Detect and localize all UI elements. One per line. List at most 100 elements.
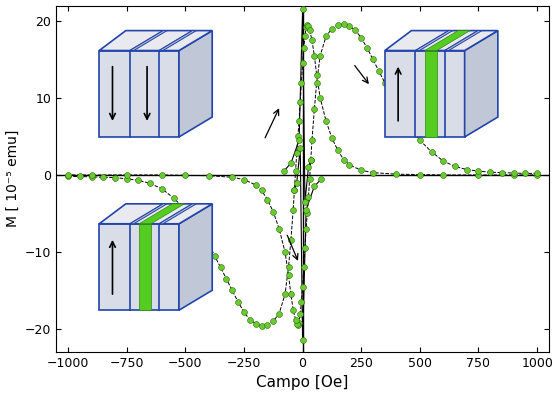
Point (290, 187, 299, 194)
Point (240, 309, 249, 315)
Point (303, 22, 312, 28)
Point (297, 79, 306, 86)
Point (245, 316, 254, 323)
Point (509, 172, 518, 178)
Point (307, 137, 316, 143)
Point (301, 33, 310, 40)
Point (210, 253, 219, 259)
Point (122, 172, 131, 178)
Point (181, 172, 190, 179)
Point (110, 175, 119, 181)
Point (296, 310, 305, 317)
Point (305, 27, 314, 33)
Point (295, 137, 304, 143)
Point (312, 79, 321, 86)
Point (286, 291, 295, 297)
Point (284, 272, 293, 278)
Point (416, 137, 424, 143)
Point (291, 316, 300, 323)
Point (380, 79, 389, 86)
Point (298, 284, 307, 290)
Point (274, 310, 283, 317)
Point (533, 172, 542, 178)
Point (292, 320, 301, 327)
Point (302, 226, 311, 232)
X-axis label: Campo [Oe]: Campo [Oe] (256, 375, 349, 390)
Point (307, 37, 316, 44)
Point (263, 196, 272, 203)
Point (392, 103, 401, 109)
Point (99, 174, 108, 181)
Point (87, 172, 96, 178)
Point (257, 187, 266, 194)
Point (386, 91, 395, 97)
Point (204, 241, 213, 248)
Point (374, 68, 383, 74)
Point (157, 172, 166, 178)
Point (357, 35, 366, 41)
Point (298, 6, 307, 13)
Point (317, 175, 326, 182)
Point (281, 291, 290, 297)
Point (64, 173, 73, 180)
Point (451, 163, 460, 169)
Point (299, 45, 308, 51)
Point (328, 135, 337, 141)
Point (204, 173, 213, 179)
Point (368, 169, 377, 176)
Point (297, 299, 306, 305)
Point (281, 249, 290, 255)
Point (328, 25, 337, 32)
Point (339, 21, 348, 27)
Point (169, 195, 178, 201)
Point (304, 23, 313, 30)
Point (289, 307, 298, 313)
Point (251, 320, 260, 327)
Point (292, 150, 301, 156)
Point (474, 172, 483, 178)
Point (296, 99, 305, 105)
Point (312, 72, 321, 78)
Point (298, 60, 307, 67)
Point (193, 222, 202, 228)
Point (345, 162, 354, 168)
Point (279, 168, 288, 174)
Point (302, 24, 311, 30)
Point (439, 158, 448, 164)
Point (234, 299, 242, 305)
Point (293, 133, 302, 140)
Point (298, 337, 307, 344)
Point (240, 176, 249, 183)
Point (257, 323, 266, 329)
Point (368, 56, 377, 63)
Point (316, 95, 325, 101)
Point (134, 177, 143, 183)
Point (290, 187, 299, 194)
Point (296, 145, 305, 151)
Point (228, 287, 237, 293)
Point (305, 175, 314, 182)
Point (122, 175, 131, 182)
Point (439, 172, 448, 178)
Point (462, 166, 471, 173)
Point (146, 180, 155, 187)
Point (474, 168, 483, 174)
Point (321, 33, 330, 40)
Point (269, 318, 278, 324)
Point (75, 173, 84, 180)
Point (303, 210, 312, 217)
Point (295, 118, 304, 124)
Y-axis label: M [ 10⁻⁵ emu]: M [ 10⁻⁵ emu] (6, 130, 20, 227)
Point (316, 52, 325, 59)
Point (274, 226, 283, 232)
Point (310, 107, 319, 113)
Point (404, 122, 413, 128)
Point (302, 206, 311, 213)
Point (339, 156, 348, 163)
Point (292, 179, 301, 186)
Point (392, 171, 401, 177)
Point (486, 169, 494, 175)
Point (216, 264, 225, 270)
Point (295, 320, 304, 326)
Point (301, 199, 310, 205)
